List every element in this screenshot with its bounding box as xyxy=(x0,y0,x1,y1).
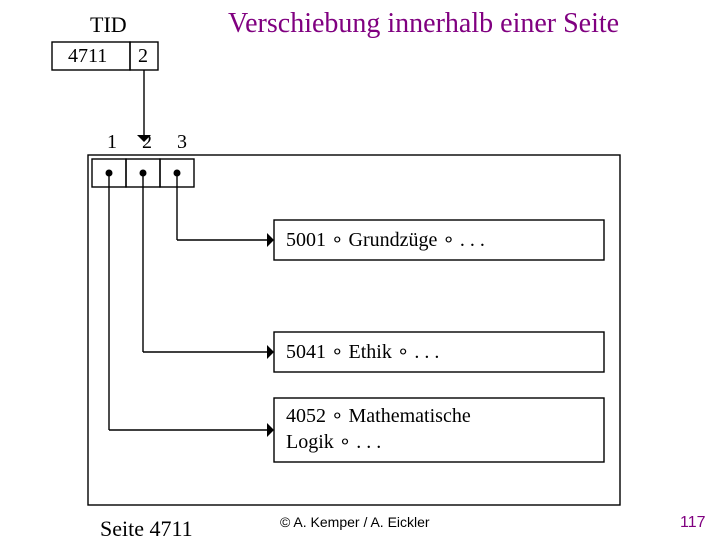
svg-text:2: 2 xyxy=(142,131,152,153)
slide-title: Verschiebung innerhalb einer Seite xyxy=(228,8,619,40)
svg-text:1: 1 xyxy=(107,131,117,153)
svg-text:3: 3 xyxy=(177,131,187,153)
svg-text:4052 ∘ Mathematische: 4052 ∘ Mathematische xyxy=(286,405,471,427)
svg-text:5041 ∘ Ethik ∘ . . .: 5041 ∘ Ethik ∘ . . . xyxy=(286,341,439,363)
svg-text:TID: TID xyxy=(90,12,127,37)
svg-text:4711: 4711 xyxy=(68,45,107,67)
svg-text:2: 2 xyxy=(138,45,148,67)
svg-text:5001 ∘ Grundzüge ∘ . . .: 5001 ∘ Grundzüge ∘ . . . xyxy=(286,229,485,251)
page-number: 117 xyxy=(680,514,706,532)
svg-text:Logik ∘ . . .: Logik ∘ . . . xyxy=(286,431,381,453)
tid-diagram: TID 4711 2 1 2 3 5001 ∘ Grundzüge ∘ . . . 5041 … xyxy=(0,0,720,540)
footer-credit: © A. Kemper / A. Eickler xyxy=(280,514,430,530)
svg-text:Seite 4711: Seite 4711 xyxy=(100,516,193,540)
